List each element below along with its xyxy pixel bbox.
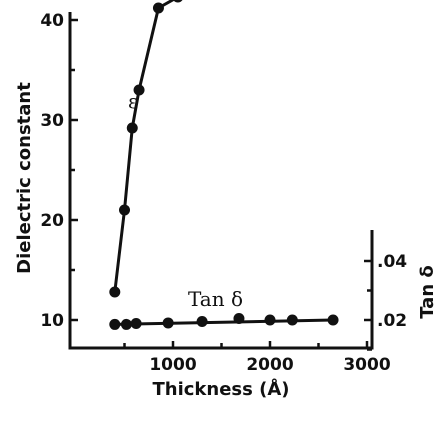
data-point [133,84,145,96]
y-tick-label: 20 [40,211,64,231]
tan-delta-annotation: Tan δ [188,287,243,311]
y-axis-label: Dielectric constant [14,82,35,274]
y2-axis-label: Tan δ [417,265,438,319]
y-tick-label: 40 [40,11,64,31]
x-axis-label: Thickness (Å) [152,377,289,400]
data-point [233,313,245,325]
data-point [109,286,121,298]
series-line-0 [113,0,176,293]
series-line-1 [114,318,334,326]
series-group [109,0,339,330]
data-point [196,315,208,327]
data-point [327,314,339,326]
y2-tick-label: .02 [377,311,407,331]
x-tick-label: 2000 [246,355,293,375]
data-point [173,0,183,3]
data-point [109,318,121,330]
y-tick-label: 30 [40,111,64,131]
x-tick-label: 3000 [343,355,390,375]
data-point [162,317,174,329]
data-point [120,318,132,330]
data-point [286,314,298,326]
y-ticks: 10 20 30 40 [40,11,78,331]
x-tick-label: 1000 [149,355,196,375]
data-point [126,122,138,134]
epsilon-annotation: ε [128,89,138,113]
y2-ticks: .02 .04 [364,252,407,351]
y-tick-label: 10 [40,311,64,331]
data-point [264,314,276,326]
data-point [130,318,142,330]
data-point [119,204,130,216]
x-ticks: 1000 2000 3000 [123,341,391,375]
data-point [152,2,164,14]
y2-tick-label: .04 [377,252,407,272]
